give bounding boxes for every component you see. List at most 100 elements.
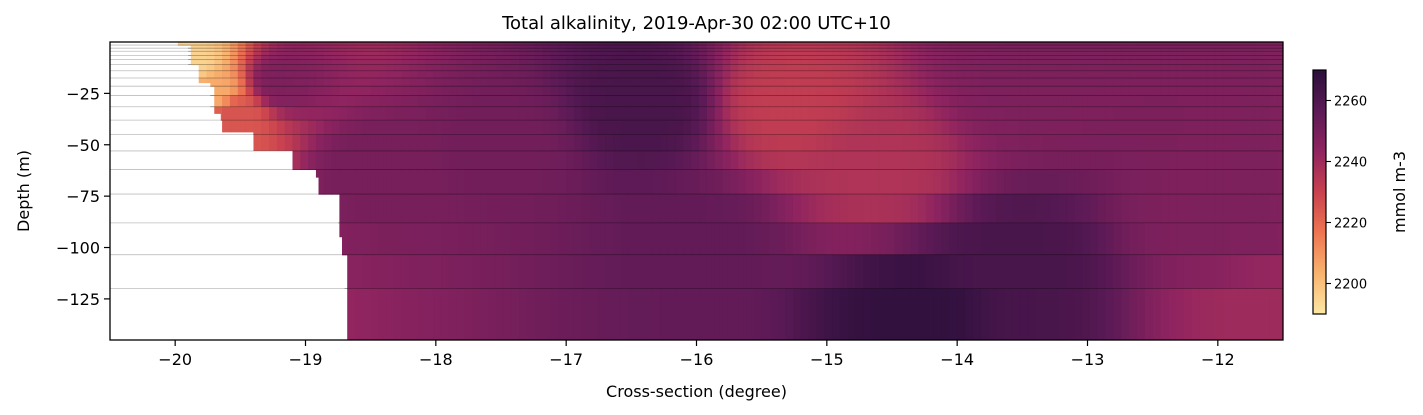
heatmap-cell [628, 77, 638, 87]
heatmap-cell [996, 59, 1005, 66]
heatmap-cell [276, 106, 286, 121]
heatmap-cell [1129, 169, 1138, 195]
heatmap-cell [761, 59, 771, 66]
heatmap-cell [308, 64, 317, 72]
heatmap-cell [1121, 86, 1130, 97]
heatmap-cell [1183, 150, 1193, 171]
heatmap-cell [441, 134, 450, 152]
heatmap-cell [816, 134, 825, 152]
heatmap-cell [683, 134, 692, 152]
heatmap-cell [878, 70, 888, 79]
heatmap-cell [816, 45, 825, 49]
heatmap-cell [347, 169, 356, 195]
heatmap-cell [910, 42, 919, 46]
heatmap-cell [628, 48, 638, 52]
heatmap-cell [448, 51, 458, 56]
heatmap-cell [730, 106, 739, 121]
heatmap-cell [910, 254, 919, 290]
heatmap-cell [222, 55, 231, 61]
heatmap-cell [988, 55, 997, 61]
heatmap-cell [964, 120, 974, 136]
heatmap-cell [331, 86, 340, 97]
heatmap-cell [237, 45, 247, 49]
heatmap-cell [683, 194, 692, 224]
heatmap-cell [229, 120, 239, 136]
heatmap-cell [730, 59, 739, 66]
heatmap-cell [597, 86, 606, 97]
heatmap-cell [581, 48, 591, 52]
heatmap-cell [261, 120, 270, 136]
heatmap-cell [706, 106, 716, 121]
heatmap-cell [1051, 254, 1060, 290]
heatmap-cell [636, 51, 645, 56]
heatmap-cell [1262, 64, 1271, 72]
heatmap-cell [581, 288, 591, 340]
heatmap-cell [362, 222, 372, 256]
heatmap-cell [456, 254, 466, 290]
heatmap-cell [660, 77, 669, 87]
heatmap-cell [269, 55, 278, 61]
heatmap-cell [1160, 134, 1169, 152]
heatmap-cell [542, 45, 552, 49]
heatmap-cell [355, 120, 364, 136]
heatmap-cell [1137, 120, 1146, 136]
heatmap-cell [660, 55, 669, 61]
heatmap-cell [1035, 134, 1044, 152]
heatmap-cell [644, 86, 653, 97]
heatmap-cell [339, 222, 348, 256]
heatmap-cell [769, 64, 778, 72]
heatmap-cell [816, 194, 825, 224]
heatmap-cell [1168, 42, 1177, 46]
heatmap-cell [761, 55, 771, 61]
heatmap-cell [785, 55, 794, 61]
heatmap-cell [785, 106, 794, 121]
heatmap-cell [706, 77, 716, 87]
heatmap-cell [222, 70, 231, 79]
heatmap-cell [378, 59, 387, 66]
heatmap-cell [996, 86, 1005, 97]
heatmap-cell [800, 64, 810, 72]
heatmap-cell [597, 45, 606, 49]
heatmap-cell [300, 95, 309, 108]
heatmap-cell [1043, 106, 1052, 121]
heatmap-cell [448, 45, 458, 49]
heatmap-cell [1074, 45, 1083, 49]
heatmap-cell [487, 48, 497, 52]
heatmap-cell [613, 222, 622, 256]
heatmap-cell [839, 222, 849, 256]
heatmap-cell [706, 288, 716, 340]
heatmap-cell [847, 194, 857, 224]
heatmap-cell [229, 48, 239, 52]
heatmap-cell [972, 51, 982, 56]
heatmap-cell [746, 55, 755, 61]
heatmap-cell [738, 288, 747, 340]
heatmap-cell [1262, 86, 1271, 97]
heatmap-cell [550, 222, 559, 256]
heatmap-cell [1097, 169, 1107, 195]
heatmap-cell [190, 59, 200, 66]
heatmap-cell [1160, 48, 1169, 52]
heatmap-cell [394, 134, 403, 152]
heatmap-cell [1090, 55, 1099, 61]
heatmap-cell [425, 45, 434, 49]
heatmap-cell [894, 288, 904, 340]
heatmap-cell [534, 77, 544, 87]
heatmap-cell [589, 106, 599, 121]
heatmap-cell [1011, 150, 1021, 171]
heatmap-cell [370, 169, 380, 195]
heatmap-cell [1223, 106, 1232, 121]
heatmap-cell [964, 194, 974, 224]
heatmap-cell [292, 51, 301, 56]
heatmap-cell [746, 59, 755, 66]
heatmap-cell [323, 45, 333, 49]
heatmap-cell [495, 77, 505, 87]
heatmap-cell [581, 150, 591, 171]
heatmap-cell [519, 45, 528, 49]
heatmap-cell [1097, 95, 1107, 108]
heatmap-cell [550, 106, 559, 121]
heatmap-cell [229, 42, 239, 46]
heatmap-cell [746, 51, 755, 56]
heatmap-cell [284, 42, 294, 46]
heatmap-cell [964, 48, 974, 52]
heatmap-cell [589, 51, 599, 56]
